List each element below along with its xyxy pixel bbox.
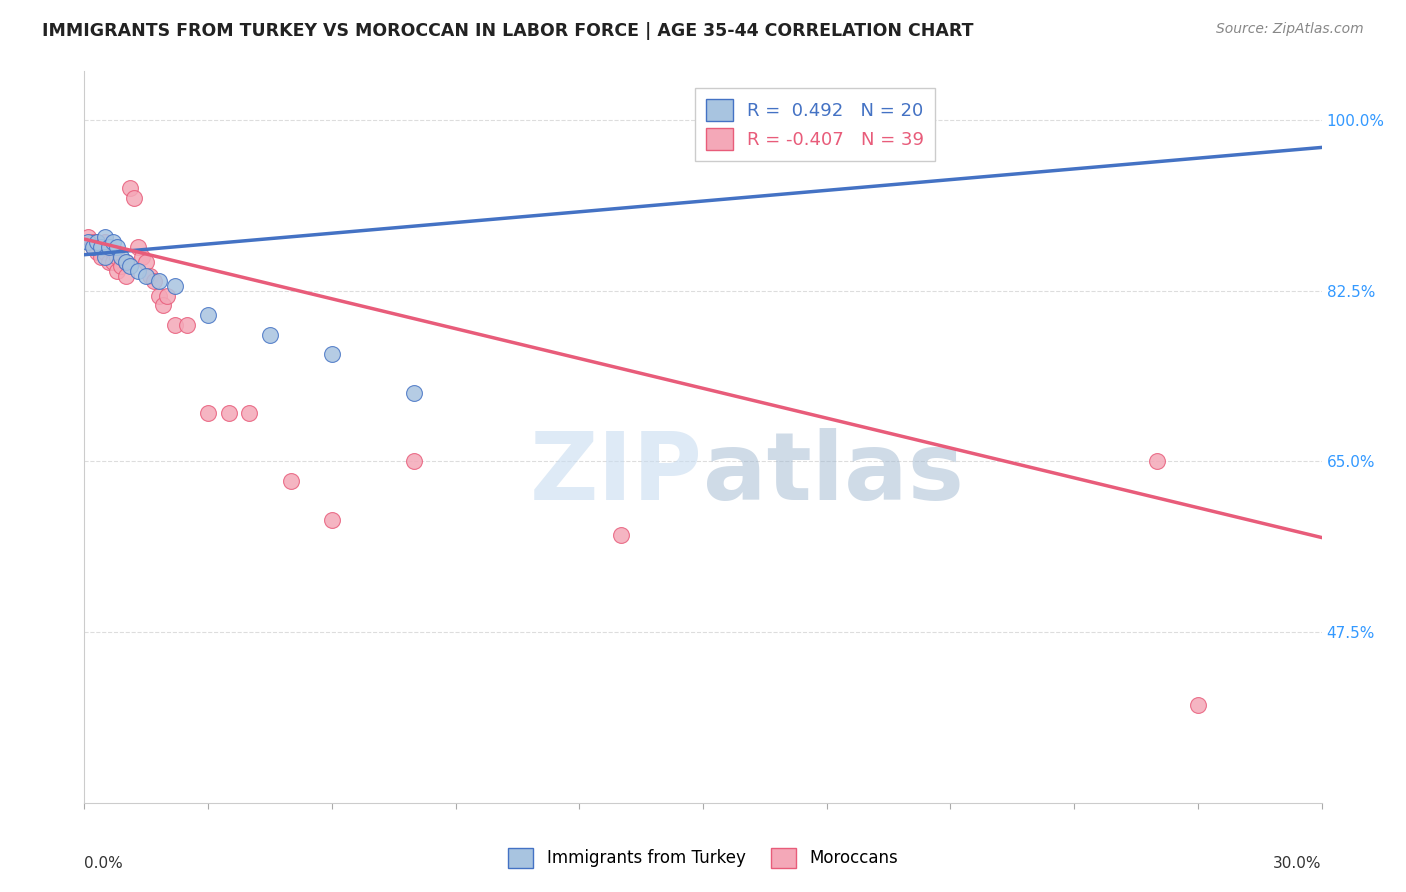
Text: Source: ZipAtlas.com: Source: ZipAtlas.com: [1216, 22, 1364, 37]
Point: [103, 235, 125, 249]
Point: [98, 240, 121, 254]
Point: [105, 250, 128, 264]
Point: [143, 274, 166, 288]
Point: [98, 254, 121, 268]
Point: [86, 244, 108, 259]
Point: [82, 240, 104, 254]
Point: [118, 260, 141, 274]
Point: [94, 230, 117, 244]
Text: ZIP: ZIP: [530, 427, 703, 520]
Point: [609, 527, 631, 541]
Point: [1146, 454, 1168, 468]
Text: 30.0%: 30.0%: [1274, 856, 1322, 871]
Point: [105, 264, 128, 278]
Point: [165, 279, 187, 293]
Point: [110, 250, 132, 264]
Point: [176, 318, 198, 332]
Point: [148, 274, 170, 288]
Point: [156, 288, 179, 302]
Point: [404, 386, 426, 401]
Point: [82, 240, 104, 254]
Point: [114, 254, 136, 268]
Point: [86, 235, 108, 249]
Point: [238, 406, 260, 420]
Point: [135, 269, 157, 284]
Legend: Immigrants from Turkey, Moroccans: Immigrants from Turkey, Moroccans: [502, 841, 904, 875]
Point: [114, 254, 136, 268]
Point: [90, 240, 112, 254]
Point: [103, 244, 125, 259]
Point: [94, 250, 117, 264]
Point: [110, 260, 132, 274]
Point: [122, 191, 145, 205]
Point: [86, 235, 108, 249]
Point: [131, 250, 153, 264]
Text: 0.0%: 0.0%: [84, 856, 124, 871]
Point: [118, 181, 141, 195]
Text: atlas: atlas: [703, 427, 965, 520]
Point: [218, 406, 240, 420]
Point: [82, 235, 104, 249]
Point: [152, 298, 174, 312]
Legend: R =  0.492   N = 20, R = -0.407   N = 39: R = 0.492 N = 20, R = -0.407 N = 39: [695, 87, 935, 161]
Point: [280, 474, 302, 488]
Point: [127, 264, 149, 278]
Point: [98, 240, 121, 254]
Text: IMMIGRANTS FROM TURKEY VS MOROCCAN IN LABOR FORCE | AGE 35-44 CORRELATION CHART: IMMIGRANTS FROM TURKEY VS MOROCCAN IN LA…: [42, 22, 974, 40]
Point: [114, 269, 136, 284]
Point: [321, 513, 343, 527]
Point: [197, 308, 219, 322]
Point: [105, 240, 128, 254]
Point: [139, 269, 162, 284]
Point: [77, 230, 100, 244]
Point: [404, 454, 426, 468]
Point: [165, 318, 187, 332]
Point: [127, 240, 149, 254]
Point: [148, 288, 170, 302]
Point: [321, 347, 343, 361]
Point: [135, 254, 157, 268]
Point: [90, 240, 112, 254]
Point: [1187, 698, 1209, 713]
Point: [90, 250, 112, 264]
Point: [259, 327, 281, 342]
Point: [94, 244, 117, 259]
Point: [197, 406, 219, 420]
Point: [77, 235, 100, 249]
Point: [94, 235, 117, 249]
Point: [103, 254, 125, 268]
